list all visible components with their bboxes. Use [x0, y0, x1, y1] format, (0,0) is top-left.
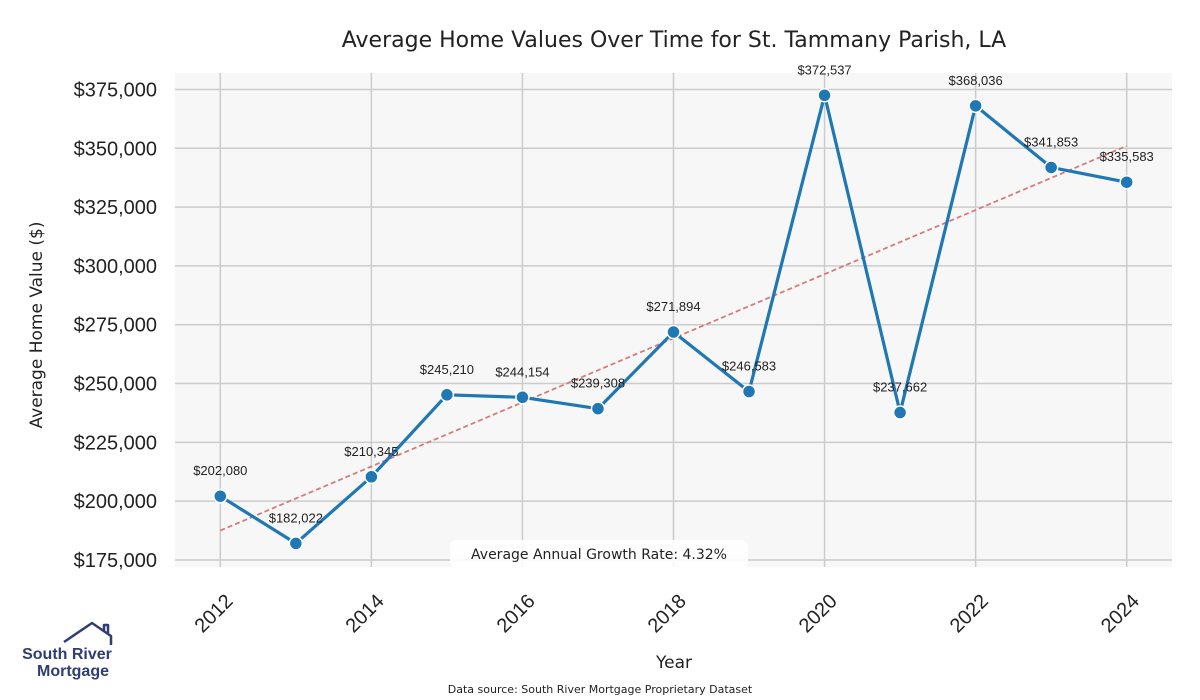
- growth-rate-text: Average Annual Growth Rate: 4.32%: [471, 547, 727, 563]
- data-point: [288, 536, 304, 551]
- x-tick-label: 2014: [342, 590, 389, 637]
- data-label: $341,853: [1024, 134, 1078, 149]
- data-label: $368,036: [949, 73, 1003, 88]
- data-point: [1119, 174, 1134, 190]
- data-labels: $202,080 $182,022 $210,345 $245,210 $244,154…: [193, 62, 1154, 525]
- data-point: [515, 390, 530, 405]
- data-label: $202,080: [193, 463, 247, 478]
- logo-line-1: South River: [22, 646, 112, 663]
- data-label: $245,210: [420, 362, 474, 377]
- data-point: [364, 469, 379, 485]
- data-point: [817, 88, 832, 103]
- x-tick-label: 2022: [946, 590, 993, 637]
- growth-rate-box: [450, 540, 748, 568]
- y-tick-label: $375,000: [74, 79, 157, 101]
- y-tick-label: $250,000: [74, 374, 157, 396]
- y-tick-label: $350,000: [74, 138, 157, 160]
- data-point: [968, 98, 983, 114]
- x-axis-label: Year: [655, 653, 692, 673]
- data-label: $210,345: [344, 444, 398, 459]
- data-point: [741, 384, 757, 399]
- data-point: [666, 324, 681, 340]
- data-point: [213, 488, 228, 504]
- grid: [175, 73, 1172, 567]
- house-roof-icon: [63, 621, 113, 645]
- company-logo: South River Mortgage: [22, 621, 113, 680]
- x-tick-label: 2018: [644, 590, 691, 637]
- x-tick-label: 2012: [191, 590, 238, 637]
- y-tick-label: $275,000: [74, 315, 157, 337]
- data-label: $244,154: [495, 364, 549, 379]
- data-label: $237,662: [873, 380, 927, 395]
- data-point: [1043, 160, 1059, 175]
- x-tick-label: 2016: [493, 590, 540, 637]
- x-ticks: 2012 2014 2016 2018 2020 2022 2024: [191, 590, 1144, 637]
- data-point: [439, 387, 455, 403]
- data-label: $246,583: [722, 359, 776, 374]
- x-tick-label: 2024: [1097, 590, 1144, 637]
- data-label: $335,583: [1100, 149, 1154, 164]
- data-point: [590, 401, 606, 416]
- y-tick-label: $325,000: [74, 197, 157, 219]
- data-label: $182,022: [269, 510, 323, 525]
- y-ticks: $175,000 $200,000 $225,000 $250,000 $275,000…: [74, 79, 157, 571]
- logo-line-2: Mortgage: [37, 663, 109, 680]
- y-tick-label: $175,000: [74, 550, 157, 572]
- y-axis-label: Average Home Value ($): [27, 222, 47, 429]
- y-tick-label: $300,000: [74, 256, 157, 278]
- data-points: [213, 88, 1134, 551]
- data-label: $239,308: [571, 376, 625, 391]
- data-source-note: Data source: South River Mortgage Propri…: [448, 683, 753, 696]
- x-tick-label: 2020: [795, 590, 842, 637]
- data-point: [892, 405, 908, 420]
- chart-title: Average Home Values Over Time for St. Ta…: [342, 28, 1006, 53]
- data-label: $372,537: [797, 62, 851, 77]
- data-label: $271,894: [646, 299, 700, 314]
- y-tick-label: $225,000: [74, 432, 157, 454]
- y-tick-label: $200,000: [74, 491, 157, 513]
